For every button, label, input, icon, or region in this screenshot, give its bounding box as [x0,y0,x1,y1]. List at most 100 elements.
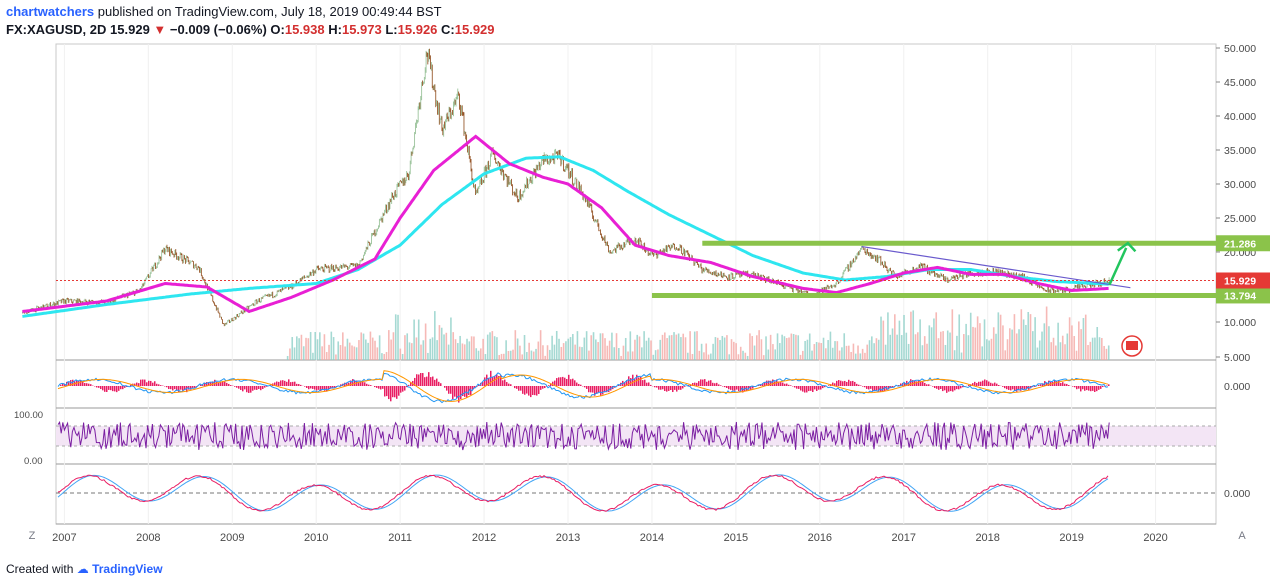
macd-histogram-bar [814,386,816,390]
macd-histogram-bar [384,386,386,397]
macd-histogram-bar [430,377,432,386]
macd-histogram-bar [158,384,160,386]
macd-histogram-bar [534,386,536,396]
volume-bar [583,337,586,360]
auto-scale-button[interactable]: A [1238,530,1246,542]
macd-histogram-bar [932,386,934,387]
volume-bar [429,338,432,360]
zoom-button[interactable]: Z [28,530,36,542]
macd-histogram-bar [366,383,368,386]
macd-histogram-bar [852,380,854,386]
volume-bar [930,327,933,360]
macd-histogram-bar [122,386,124,390]
macd-histogram-bar [402,386,404,392]
macd-histogram-bar [846,381,848,386]
volume-bar [634,339,636,360]
macd-histogram-bar [982,380,984,386]
volume-bar [332,337,335,360]
volume-bar [963,334,965,360]
volume-bar [848,345,850,360]
macd-histogram-bar [184,386,186,391]
flag-stripes [1126,341,1138,350]
macd-histogram-bar [762,383,764,386]
macd-histogram-bar [472,386,474,390]
volume-bar [572,334,574,360]
macd-histogram-bar [260,386,262,391]
x-tick-label: 2010 [304,532,328,544]
macd-histogram-bar [522,386,524,394]
macd-histogram-bar [628,376,630,386]
publish-line: chartwatchers published on TradingView.c… [6,4,442,19]
macd-histogram-bar [194,386,196,388]
volume-bar [850,351,852,360]
volume-bar [760,339,763,360]
volume-bar [900,335,903,360]
macd-histogram-bar [884,386,886,392]
macd-histogram-bar [698,381,700,386]
volume-bar [335,354,337,360]
volume-bar [758,330,760,360]
volume-bar [1094,337,1096,360]
volume-bar [473,336,475,360]
macd-histogram-bar [310,386,312,389]
close-value: 15.929 [454,22,495,37]
volume-bar [884,344,887,360]
rsi-line [57,420,1110,451]
macd-histogram-bar [942,386,944,392]
macd-histogram-bar [1088,386,1090,391]
macd-histogram-bar [350,380,352,386]
volume-bar [923,336,926,360]
macd-histogram-bar [62,383,64,386]
macd-histogram-bar [768,380,770,386]
volume-bar [999,314,1002,360]
volume-bar [477,350,480,360]
volume-bar [500,353,503,360]
volume-bar [434,311,436,360]
macd-histogram-bar [330,386,332,389]
macd-histogram-bar [638,377,640,386]
x-tick-label: 2019 [1059,532,1083,544]
volume-bar [820,343,823,360]
macd-histogram-bar [484,377,486,386]
macd-histogram-bar [978,381,980,386]
volume-bar [1043,323,1046,360]
y-tick-label: 5.000 [1224,352,1250,364]
author-link[interactable]: chartwatchers [6,4,95,19]
macd-histogram-bar [578,383,580,386]
macd-histogram-bar [502,380,504,386]
volume-bar [802,350,804,360]
macd-histogram-bar [680,386,682,390]
volume-bar [1066,333,1069,360]
macd-histogram-bar [432,376,434,386]
volume-bar [1002,325,1004,360]
volume-bar [618,348,620,360]
volume-bar [521,354,524,360]
macd-histogram-bar [688,384,690,386]
macd-histogram-bar [478,384,480,386]
macd-histogram-bar [124,386,126,388]
macd-histogram-bar [676,386,678,392]
macd-histogram-bar [634,379,636,386]
x-tick-label: 2012 [472,532,496,544]
volume-bar [1080,329,1082,360]
macd-histogram-bar [270,384,272,386]
footer-brand[interactable]: TradingView [92,562,163,576]
macd-histogram-bar [200,384,202,386]
volume-bar [838,350,841,360]
macd-histogram-bar [1048,380,1050,386]
volume-bar [1029,314,1032,360]
volume-bar [696,331,698,360]
macd-histogram-bar [428,372,430,386]
volume-bar [440,327,443,360]
macd-histogram-bar [708,380,710,386]
macd-histogram-bar [596,386,598,394]
volume-bar [565,341,567,360]
volume-bar [1073,336,1076,360]
close-label: C: [441,22,455,37]
volume-bar [369,331,372,360]
macd-histogram-bar [382,386,384,389]
macd-histogram-bar [84,383,86,386]
volume-bar [710,353,712,360]
volume-bar [484,354,487,360]
